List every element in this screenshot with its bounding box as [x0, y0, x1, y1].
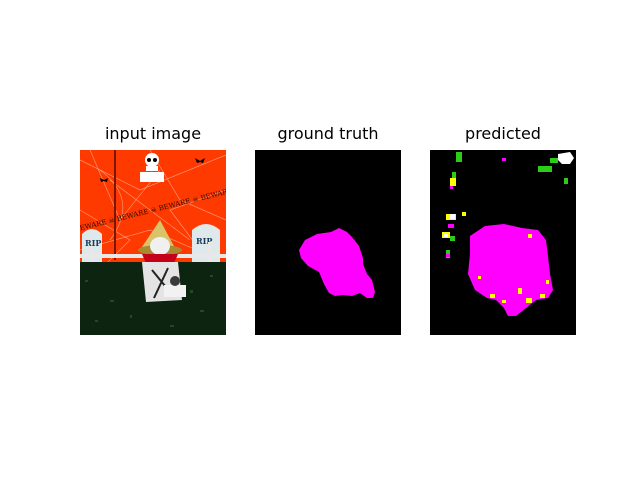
halloween-scene-image: BEWARE ☠ BEWARE ☠ BEWARE ☠ BEWARE RIP RI…	[80, 150, 226, 335]
ground-truth-mask	[255, 150, 401, 335]
segment-region	[299, 228, 375, 298]
predicted-segment-region	[468, 224, 553, 316]
tombstone-left-text: RIP	[85, 238, 101, 248]
predicted-mask-image	[430, 150, 576, 335]
panel-title: input image	[104, 124, 202, 143]
tombstone-right-text: RIP	[196, 236, 212, 246]
predicted-mask	[430, 150, 576, 335]
panel-title: predicted	[465, 124, 541, 143]
ground-truth-mask-image	[255, 150, 401, 335]
panel-title: ground truth	[277, 124, 379, 143]
input-image: BEWARE ☠ BEWARE ☠ BEWARE ☠ BEWARE RIP RI…	[80, 150, 226, 335]
